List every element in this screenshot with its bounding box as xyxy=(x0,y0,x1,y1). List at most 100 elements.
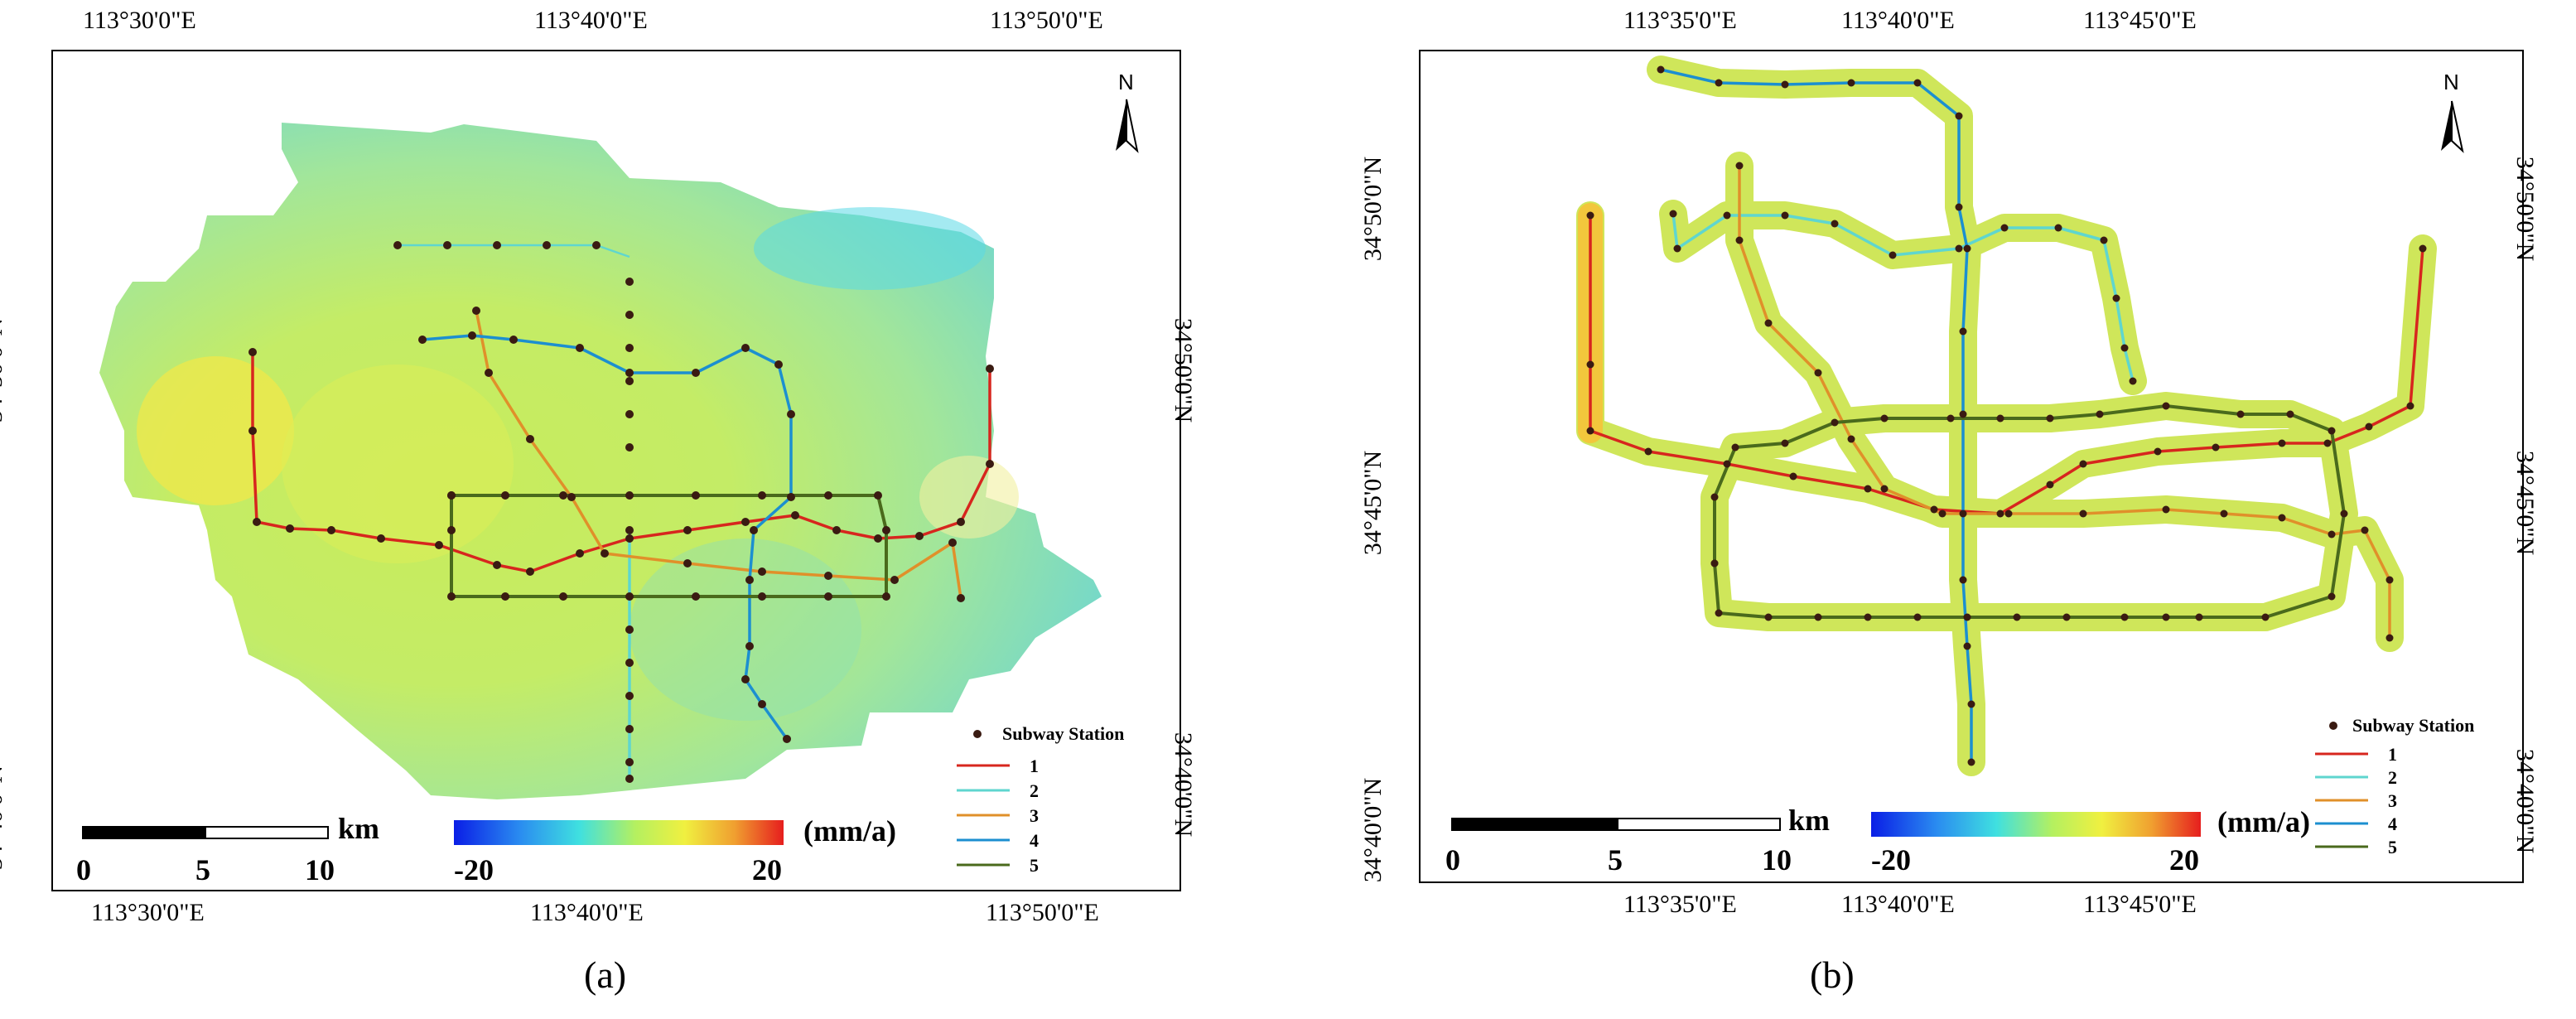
subway-station xyxy=(1731,443,1739,452)
subway-station xyxy=(601,549,609,558)
subway-station xyxy=(2100,236,2108,244)
subway-station xyxy=(625,491,634,500)
subway-station xyxy=(741,675,750,683)
subway-station xyxy=(1831,418,1839,427)
subway-station xyxy=(1710,559,1719,567)
subway-station xyxy=(327,526,335,534)
subway-station xyxy=(2385,634,2394,642)
subway-station xyxy=(2278,439,2286,447)
scale-tick: 10 xyxy=(1762,843,1792,877)
subway-station xyxy=(509,336,518,344)
subway-station xyxy=(882,592,890,601)
subway-station xyxy=(393,241,402,249)
subway-station xyxy=(874,534,882,543)
subway-station xyxy=(501,592,509,601)
subway-station xyxy=(890,576,899,584)
subway-station xyxy=(824,592,832,601)
subway-station xyxy=(1723,460,1731,468)
scale-bar xyxy=(1451,818,1781,831)
north-arrow-icon xyxy=(1116,99,1139,153)
subway-station xyxy=(543,241,551,249)
subway-station xyxy=(692,592,700,601)
subway-station xyxy=(2046,414,2054,423)
subsidence-patch xyxy=(282,365,514,563)
subway-station xyxy=(948,538,957,547)
subway-station xyxy=(625,311,634,319)
scale-unit: km xyxy=(338,812,379,845)
subway-station xyxy=(576,344,584,352)
subway-station xyxy=(2162,505,2170,514)
subway-station xyxy=(625,534,634,543)
station-legend-symbol xyxy=(973,730,982,738)
subway-station xyxy=(986,365,994,373)
subway-line-3 xyxy=(1738,166,2391,638)
bottom-lon-label: 113°50'0"E xyxy=(986,899,1099,926)
subway-station xyxy=(915,532,924,540)
north-label: N xyxy=(1118,70,1134,94)
subway-station xyxy=(526,567,534,576)
subway-station xyxy=(625,625,634,634)
subway-station xyxy=(2046,481,2054,489)
subway-station xyxy=(1814,613,1822,621)
subway-station xyxy=(2278,514,2286,522)
scale-tick: 5 xyxy=(195,853,210,886)
subway-station xyxy=(625,410,634,418)
subway-station xyxy=(2286,410,2294,418)
subway-station xyxy=(1955,112,1963,120)
subway-station xyxy=(2385,576,2394,584)
subway-station xyxy=(493,241,501,249)
subway-station xyxy=(559,491,567,500)
subway-station xyxy=(791,511,799,519)
subway-station xyxy=(1959,576,1967,584)
subway-station xyxy=(1644,447,1652,456)
bottom-lon-label: 113°35'0"E xyxy=(1623,891,1737,918)
subway-station xyxy=(1789,472,1797,481)
subway-station xyxy=(758,700,766,708)
legend-line-label: 2 xyxy=(2388,767,2397,788)
legend-station-label: Subway Station xyxy=(1002,723,1124,744)
top-lon-label: 113°40'0"E xyxy=(534,7,648,34)
scale-unit: km xyxy=(1788,804,1830,837)
subway-station xyxy=(1955,203,1963,211)
bottom-lon-label: 113°40'0"E xyxy=(530,899,644,926)
legend-line-label: 3 xyxy=(2388,790,2397,811)
legend-a: Subway Station 1 2 3 4 5 xyxy=(957,723,1124,876)
subway-station xyxy=(625,344,634,352)
subway-station xyxy=(472,307,480,315)
subway-station xyxy=(625,775,634,783)
subway-station xyxy=(2129,377,2137,385)
subway-station xyxy=(1959,410,1967,418)
subway-station xyxy=(2361,526,2369,534)
subway-station xyxy=(1831,220,1839,228)
subway-station xyxy=(683,526,692,534)
subway-station xyxy=(2236,410,2245,418)
top-lon-label: 113°50'0"E xyxy=(990,7,1103,34)
subway-station xyxy=(758,592,766,601)
legend-b: Subway Station 123 4 5 xyxy=(2315,715,2474,857)
subway-station xyxy=(1715,609,1723,617)
subway-station xyxy=(2079,460,2087,468)
subway-station xyxy=(986,460,994,468)
subway-station xyxy=(1967,700,1975,708)
subway-station xyxy=(787,410,795,418)
subway-station xyxy=(1710,493,1719,501)
top-lon-label: 113°45'0"E xyxy=(2083,7,2197,34)
legend-line-label: 4 xyxy=(1030,830,1039,851)
colorbar-min: -20 xyxy=(454,853,494,886)
subway-station xyxy=(1864,613,1872,621)
subway-station xyxy=(1764,613,1773,621)
subway-station xyxy=(1847,435,1855,443)
subway-line-1 xyxy=(251,352,991,573)
subway-station xyxy=(2154,447,2162,456)
subway-station xyxy=(2328,427,2336,435)
top-lon-label: 113°40'0"E xyxy=(1841,7,1955,34)
subway-station xyxy=(1963,244,1971,253)
subway-station xyxy=(1959,327,1967,336)
subway-station xyxy=(1781,80,1789,89)
subway-station xyxy=(741,518,750,526)
subway-station xyxy=(2162,402,2170,410)
colorbar-max: 20 xyxy=(752,853,782,886)
colorbar-min: -20 xyxy=(1871,843,1911,877)
subway-station xyxy=(248,427,257,435)
colorbar-unit: (mm/a) xyxy=(2217,805,2310,838)
